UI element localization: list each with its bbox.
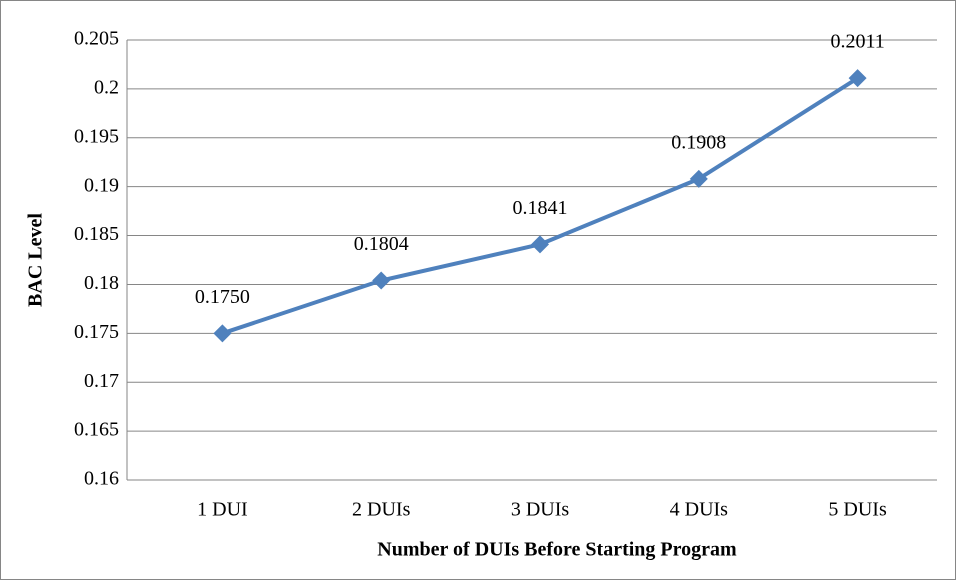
x-tick-label: 4 DUIs [670, 499, 729, 521]
y-tick-label: 0.175 [74, 321, 119, 343]
marker [848, 69, 867, 88]
marker [372, 271, 391, 290]
y-tick-label: 0.185 [74, 223, 119, 245]
y-tick-label: 0.2 [94, 76, 119, 98]
y-tick-label: 0.195 [74, 125, 119, 147]
y-tick-label: 0.19 [84, 174, 119, 196]
data-label: 0.1804 [354, 233, 409, 255]
y-axis-title: BAC Level [25, 213, 47, 307]
y-tick-label: 0.18 [84, 272, 119, 294]
x-tick-label: 5 DUIs [828, 499, 887, 521]
marker [213, 324, 232, 343]
marker [689, 169, 708, 188]
y-tick-label: 0.17 [84, 370, 119, 392]
x-tick-label: 3 DUIs [511, 499, 570, 521]
x-tick-label: 1 DUI [197, 499, 248, 521]
data-label: 0.1841 [513, 197, 568, 219]
y-tick-label: 0.205 [74, 28, 119, 50]
x-axis-title: Number of DUIs Before Starting Program [377, 539, 737, 561]
data-label: 0.1908 [671, 131, 726, 153]
data-label: 0.2011 [830, 31, 884, 53]
y-tick-label: 0.16 [84, 468, 119, 490]
y-tick-label: 0.165 [74, 419, 119, 441]
data-label: 0.1750 [195, 286, 250, 308]
x-tick-label: 2 DUIs [352, 499, 411, 521]
marker [531, 235, 549, 254]
